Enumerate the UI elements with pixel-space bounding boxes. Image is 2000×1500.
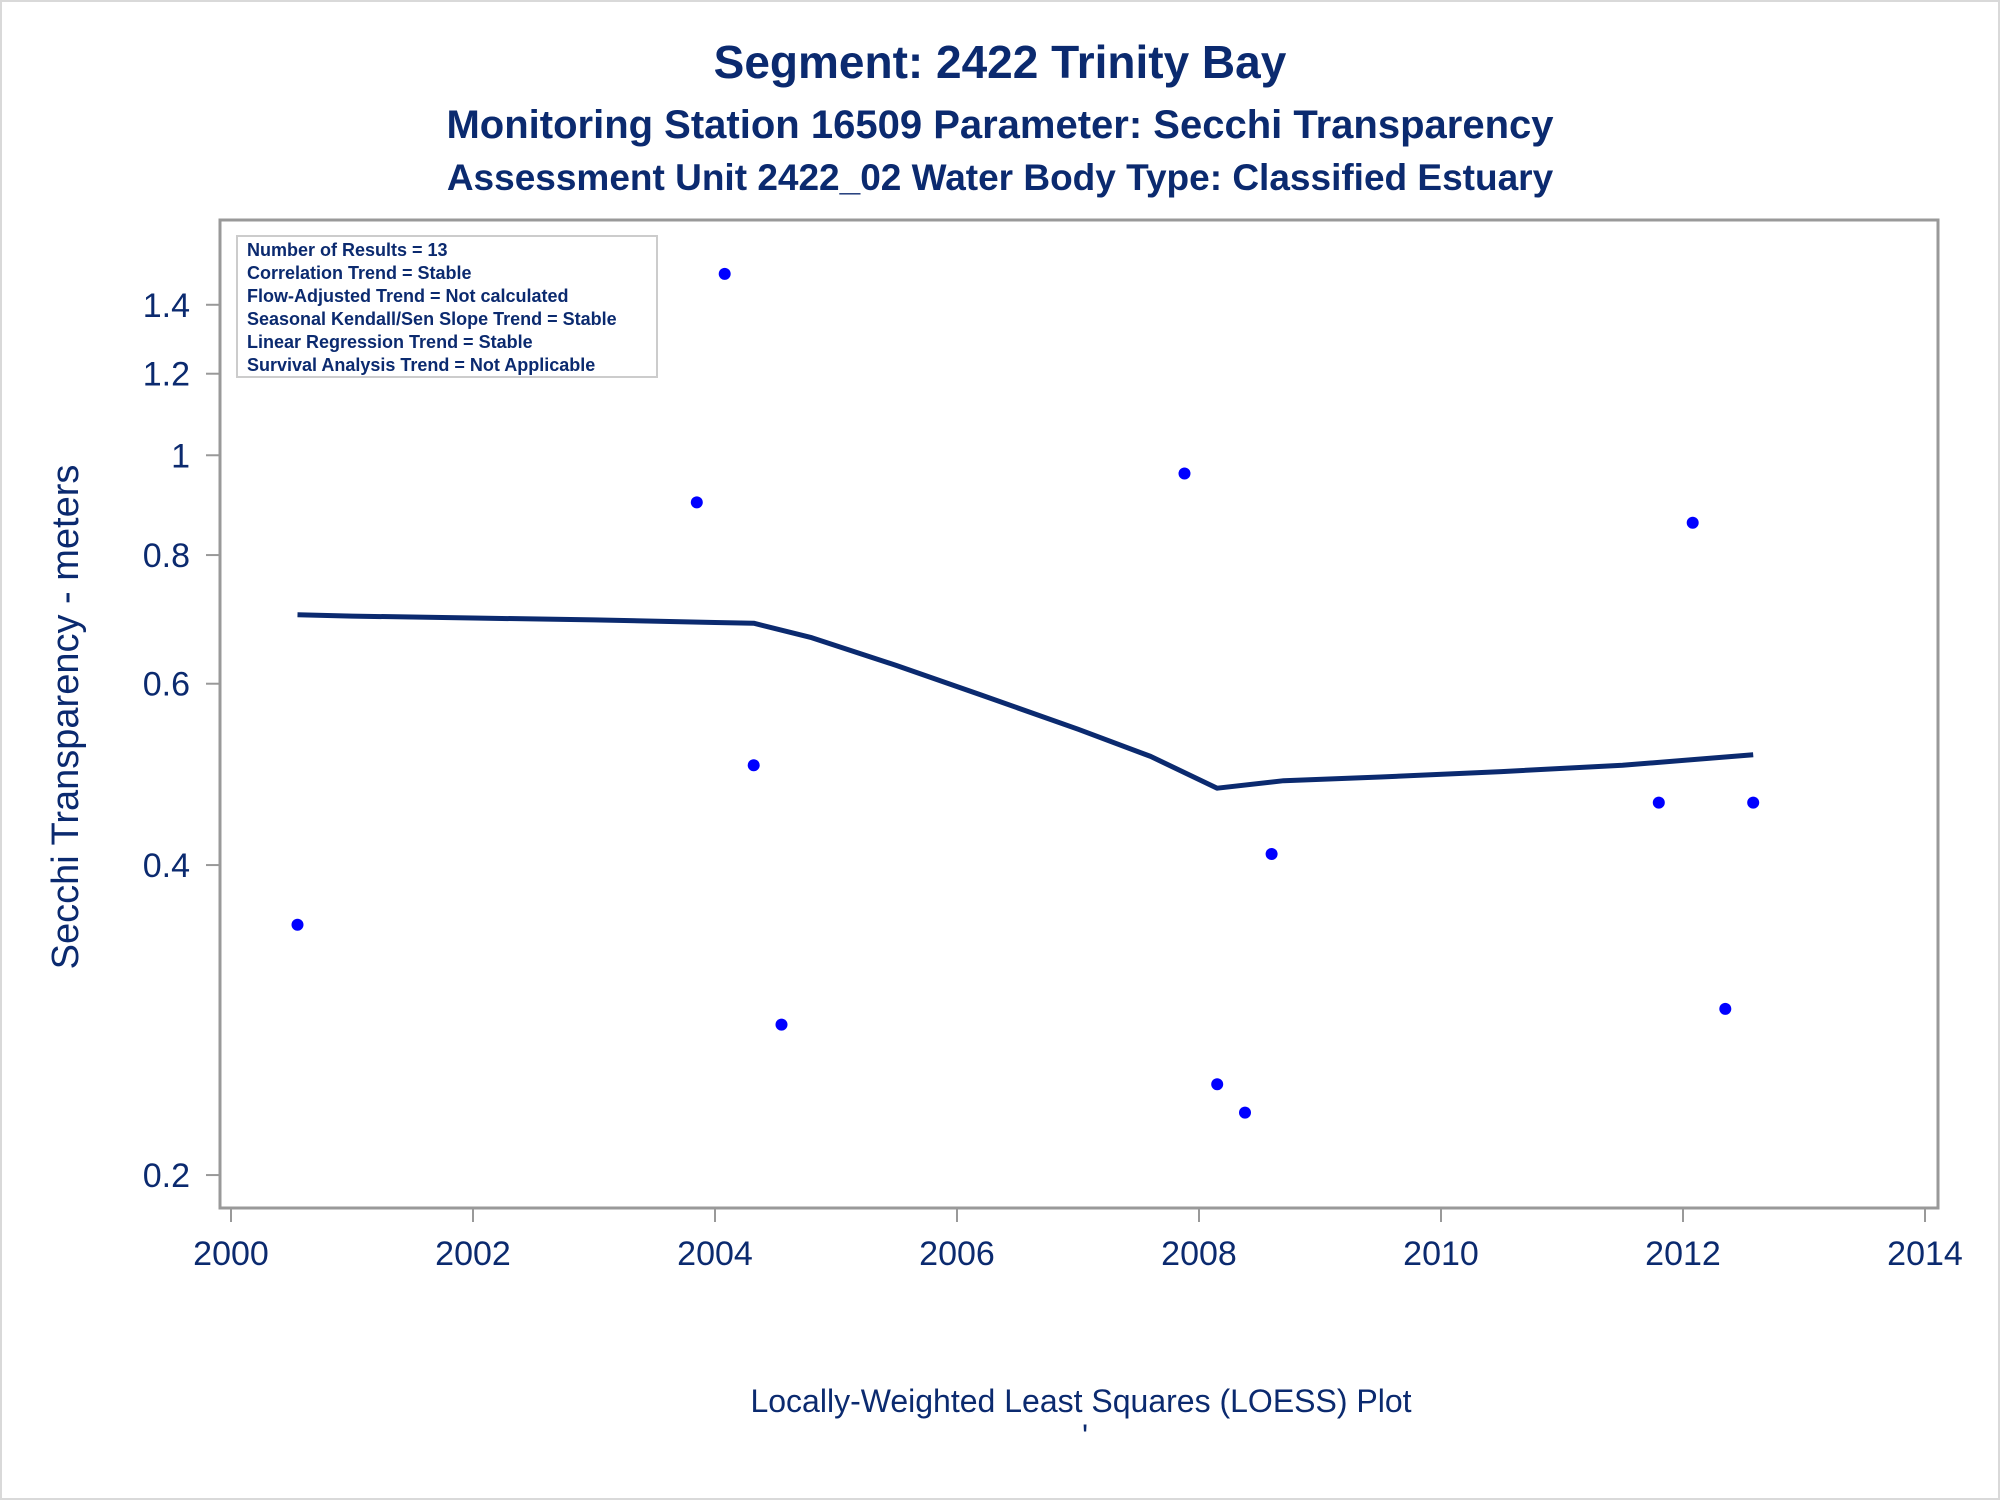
x-tick-label-2008: 2008 (1161, 1235, 1237, 1273)
y-tick-label-0.2: 0.2 (143, 1157, 190, 1195)
y-axis: 0.2 0.4 0.6 0.8 1 1.2 1.4 (143, 287, 220, 1195)
chart-title-station: Monitoring Station 16509 Parameter: Secc… (446, 103, 1554, 147)
data-point-5 (775, 1018, 788, 1031)
stat-correlation-trend: Correlation Trend = Stable (247, 263, 472, 283)
y-tick-label-0.6: 0.6 (143, 666, 190, 704)
x-tick-label-2014: 2014 (1887, 1235, 1963, 1273)
stat-survival-analysis-trend: Survival Analysis Trend = Not Applicable (247, 355, 595, 375)
stat-number-of-results: Number of Results = 13 (247, 240, 448, 260)
x-tick-label-2012: 2012 (1645, 1235, 1721, 1273)
scatter-series (291, 267, 1760, 1119)
stat-seasonal-kendall-trend: Seasonal Kendall/Sen Slope Trend = Stabl… (247, 309, 617, 329)
chart-title-assessment: Assessment Unit 2422_02 Water Body Type:… (447, 157, 1554, 198)
data-point-2 (690, 496, 703, 509)
x-tick-label-2010: 2010 (1403, 1235, 1479, 1273)
data-point-13 (1747, 796, 1760, 809)
loess-line (297, 612, 1754, 791)
y-tick-label-1: 1 (171, 437, 190, 475)
plot-type-label: Locally-Weighted Least Squares (LOESS) P… (750, 1383, 1411, 1419)
data-point-7 (1211, 1078, 1224, 1091)
x-tick-label-2004: 2004 (677, 1235, 753, 1273)
y-tick-label-1.4: 1.4 (143, 287, 190, 325)
stat-linear-regression-trend: Linear Regression Trend = Stable (247, 332, 533, 352)
data-point-10 (1652, 796, 1665, 809)
plot-area (218, 218, 1940, 1210)
stat-flow-adjusted-trend: Flow-Adjusted Trend = Not calculated (247, 286, 569, 306)
x-axis: 2000 2002 2004 2006 2008 2010 2012 2014 (193, 1208, 1963, 1273)
x-tick-label-2000: 2000 (193, 1235, 269, 1273)
stats-box: Number of Results = 13 Correlation Trend… (236, 235, 658, 378)
data-point-9 (1265, 848, 1278, 860)
data-point-4 (747, 759, 760, 772)
stats-box-border (236, 235, 658, 378)
footer-mark: ' (1082, 1418, 1088, 1454)
y-axis-label: Secchi Transparency - meters (45, 465, 87, 970)
chart-title-segment: Segment: 2422 Trinity Bay (714, 36, 1287, 88)
data-point-1 (291, 918, 304, 931)
y-tick-label-0.4: 0.4 (143, 847, 190, 885)
y-tick-label-1.2: 1.2 (143, 356, 190, 394)
loess-series (297, 612, 1754, 791)
y-tick-label-0.8: 0.8 (143, 537, 190, 575)
x-tick-label-2002: 2002 (435, 1235, 511, 1273)
data-point-12 (1719, 1002, 1732, 1015)
data-point-6 (1178, 467, 1191, 480)
data-point-11 (1686, 516, 1699, 529)
x-tick-label-2006: 2006 (919, 1235, 995, 1273)
data-point-3 (718, 267, 731, 280)
data-point-8 (1239, 1106, 1251, 1119)
